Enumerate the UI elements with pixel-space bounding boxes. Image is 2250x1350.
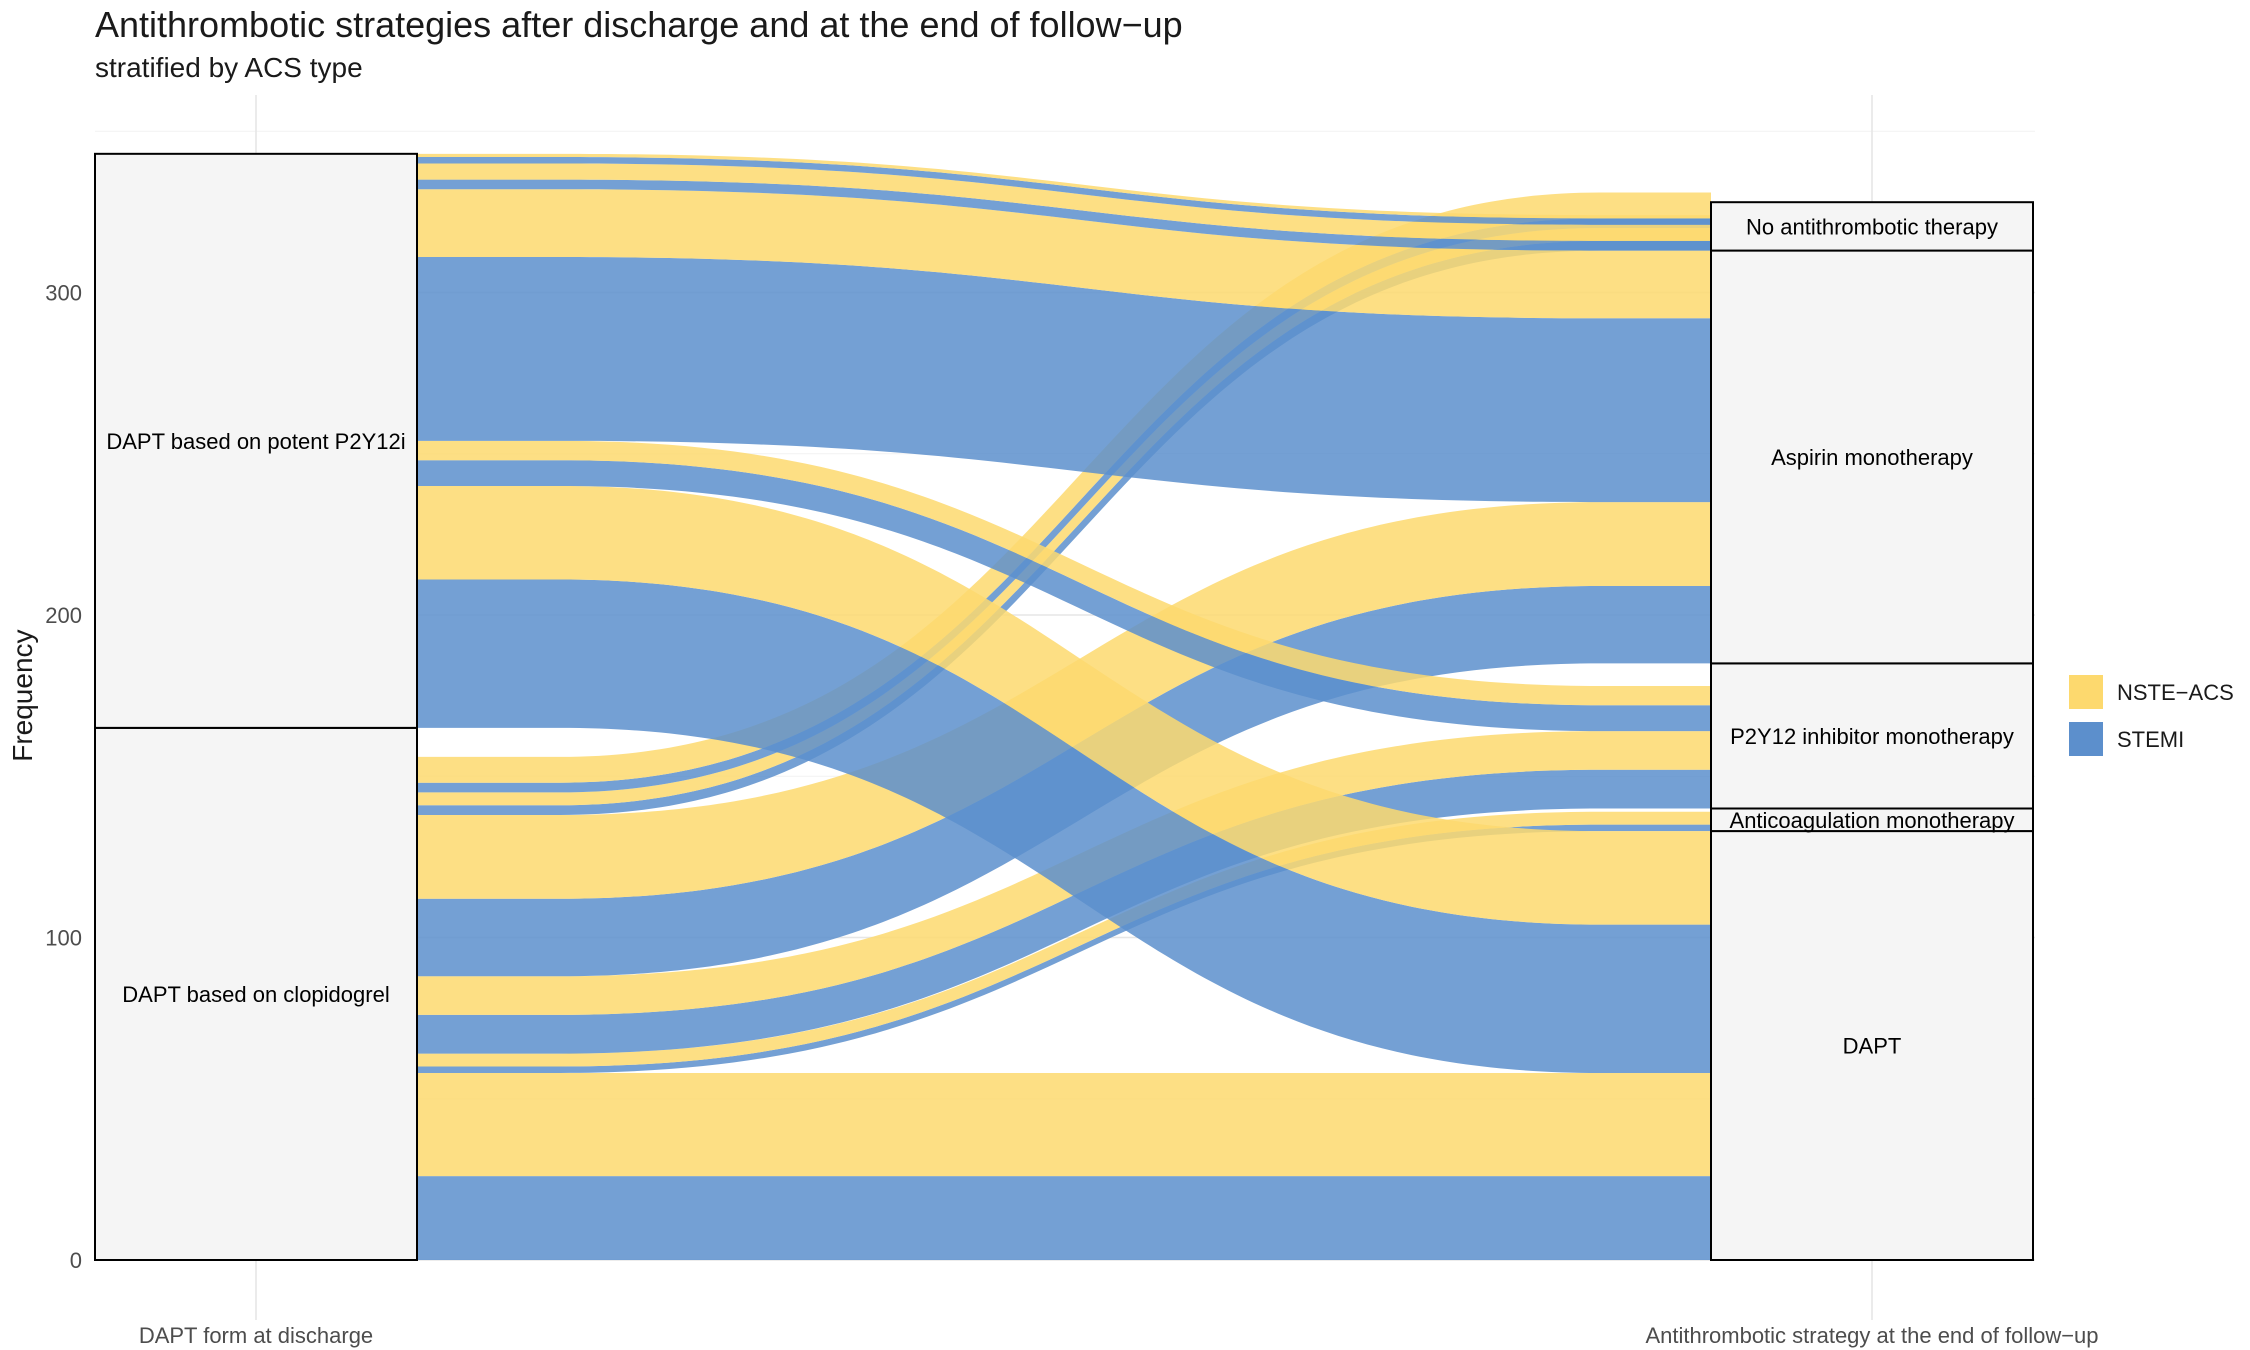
stratum-right-no-antithrombotic-therapy: [1710, 201, 2034, 252]
flow-dapt-based-on-potent-p2y12i-to-aspirin-monotherapy-nste-acs: [417, 163, 1711, 241]
flow-dapt-based-on-clopidogrel-to-dapt-nste-acs: [417, 1072, 1711, 1177]
flow-dapt-based-on-potent-p2y12i-to-p2y12-inhibitor-monotherapy-nste-acs: [417, 440, 1711, 706]
flow-layer: [417, 153, 1711, 1260]
flow-dapt-based-on-potent-p2y12i-to-aspirin-monotherapy-stemi: [417, 257, 1711, 503]
flow-dapt-based-on-potent-p2y12i-to-p2y12-inhibitor-monotherapy-stemi: [417, 460, 1711, 732]
stratum-label-p2y12-inhibitor-monotherapy: P2Y12 inhibitor monotherapy: [1730, 724, 2014, 749]
y-tick-label-100: 100: [45, 926, 82, 951]
y-tick-label-0: 0: [70, 1248, 82, 1273]
stratum-label-dapt-based-on-clopidogrel: DAPT based on clopidogrel: [122, 982, 389, 1007]
x-axis-label-1: DAPT form at discharge: [139, 1323, 373, 1348]
y-tick-label-200: 200: [45, 603, 82, 628]
stratum-left-dapt-based-on-potent-p2y12i: [94, 152, 418, 729]
legend-label-nste-acs: NSTE−ACS: [2117, 680, 2234, 705]
stratum-label-no-antithrombotic-therapy: No antithrombotic therapy: [1746, 214, 1998, 239]
legend-swatch-nste-acs: [2069, 675, 2103, 709]
x-axis-label-2: Antithrombotic strategy at the end of fo…: [1645, 1323, 2098, 1348]
legend-label-stemi: STEMI: [2117, 727, 2184, 752]
flow-dapt-based-on-potent-p2y12i-to-aspirin-monotherapy-stemi: [417, 157, 1711, 225]
legend-swatch-stemi: [2069, 722, 2103, 756]
strata-layer: DAPT based on clopidogrel DAPT based on p…: [94, 152, 2034, 1261]
legend: NSTE−ACS STEMI: [2069, 675, 2234, 756]
y-tick-label-300: 300: [45, 281, 82, 306]
stratum-right-aspirin-monotherapy: [1710, 249, 2034, 665]
stratum-right-dapt: [1710, 830, 2034, 1261]
flow-dapt-based-on-clopidogrel-to-dapt-stemi: [417, 1176, 1711, 1260]
axis-layer: 0 100 200 300 Frequency DAPT form at discharg…: [7, 281, 2099, 1349]
flow-dapt-based-on-potent-p2y12i-to-aspirin-monotherapy-nste-acs: [417, 189, 1711, 319]
stratum-label-anticoagulation-monotherapy: Anticoagulation monotherapy: [1730, 808, 2015, 833]
flow-dapt-based-on-potent-p2y12i-to-dapt-nste-acs: [417, 486, 1711, 925]
stratum-left-dapt-based-on-clopidogrel: [94, 726, 418, 1261]
flow-dapt-based-on-potent-p2y12i-to-dapt-stemi: [417, 579, 1711, 1073]
y-axis-label: Frequency: [7, 629, 38, 761]
stratum-right-p2y12-inhibitor-monotherapy: [1710, 662, 2034, 810]
stratum-label-dapt-based-on-potent-p2y12i: DAPT based on potent P2Y12i: [106, 429, 405, 454]
stratum-label-aspirin-monotherapy: Aspirin monotherapy: [1771, 445, 1973, 470]
stratum-label-dapt: DAPT: [1843, 1034, 1902, 1059]
chart-subtitle: stratified by ACS type: [95, 52, 363, 83]
chart-title: Antithrombotic strategies after discharg…: [95, 4, 1183, 45]
flow-dapt-based-on-potent-p2y12i-to-aspirin-monotherapy-stemi: [417, 179, 1711, 251]
flow-dapt-based-on-clopidogrel-to-p2y12-inhibitor-monotherapy-stemi: [417, 769, 1711, 1054]
